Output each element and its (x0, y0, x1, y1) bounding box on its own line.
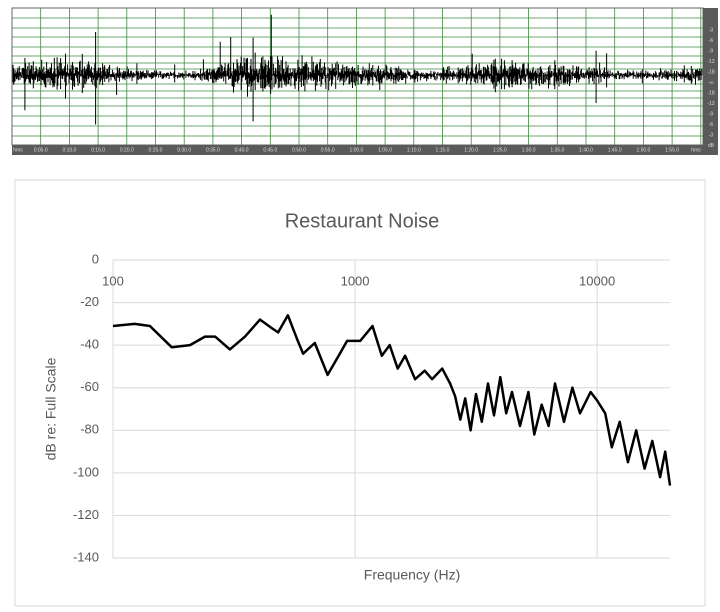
time-label: 1:55.0 (665, 147, 679, 153)
data-line (112, 314, 672, 486)
db-label: -6 (709, 38, 714, 44)
time-label: 0:50.0 (292, 147, 306, 153)
db-label: -∞ (708, 80, 714, 86)
time-ruler (12, 145, 703, 155)
time-label: 1:10.0 (407, 147, 421, 153)
y-tick-label: -60 (80, 379, 99, 394)
time-label: hms (691, 147, 701, 153)
y-tick-label: -40 (80, 337, 99, 352)
db-label: -18 (707, 90, 714, 96)
time-label: 0:25.0 (149, 147, 163, 153)
time-label: 1:30.0 (522, 147, 536, 153)
chart-card (14, 179, 706, 607)
db-label: -9 (709, 48, 714, 54)
time-label: 1:25.0 (493, 147, 507, 153)
time-label: 0:15.0 (91, 147, 105, 153)
x-tick-label: 100 (102, 273, 124, 288)
waveform (12, 14, 703, 125)
db-label: -12 (707, 101, 714, 107)
time-label: 1:40.0 (579, 147, 593, 153)
time-label: 1:45.0 (608, 147, 622, 153)
db-ruler (703, 8, 718, 155)
time-label: 1:00.0 (349, 147, 363, 153)
x-tick-label: 10000 (579, 273, 615, 288)
y-tick-label: -100 (73, 464, 99, 479)
time-label: 1:15.0 (436, 147, 450, 153)
y-tick-label: -80 (80, 422, 99, 437)
time-label: 0:55.0 (321, 147, 335, 153)
db-label: -9 (709, 111, 714, 117)
y-axis-label: dB re: Full Scale (43, 357, 59, 460)
time-label: 0:05.0 (34, 147, 48, 153)
y-tick-label: 0 (92, 251, 99, 266)
time-label: 1:05.0 (378, 147, 392, 153)
x-tick-label: 1000 (341, 273, 370, 288)
x-axis-label: Frequency (Hz) (364, 567, 460, 583)
db-label: -3 (709, 27, 714, 33)
time-label: 1:50.0 (636, 147, 650, 153)
db-label: -3 (709, 132, 714, 138)
db-label: dB (708, 143, 715, 149)
y-tick-label: -20 (80, 294, 99, 309)
time-label: 0:35.0 (206, 147, 220, 153)
time-label: 0:10.0 (62, 147, 76, 153)
time-label: 0:45.0 (263, 147, 277, 153)
chart-title: Restaurant Noise (285, 210, 440, 232)
db-label: -18 (707, 69, 714, 75)
y-tick-label: -140 (73, 549, 99, 564)
db-label: -12 (707, 59, 714, 65)
time-label: 0:30.0 (177, 147, 191, 153)
time-label: 0:40.0 (235, 147, 249, 153)
y-tick-label: -120 (73, 507, 99, 522)
db-label: -6 (709, 122, 714, 128)
time-label: 1:35.0 (550, 147, 564, 153)
time-label: hms (13, 147, 23, 153)
time-label: 0:20.0 (120, 147, 134, 153)
time-label: 1:20.0 (464, 147, 478, 153)
